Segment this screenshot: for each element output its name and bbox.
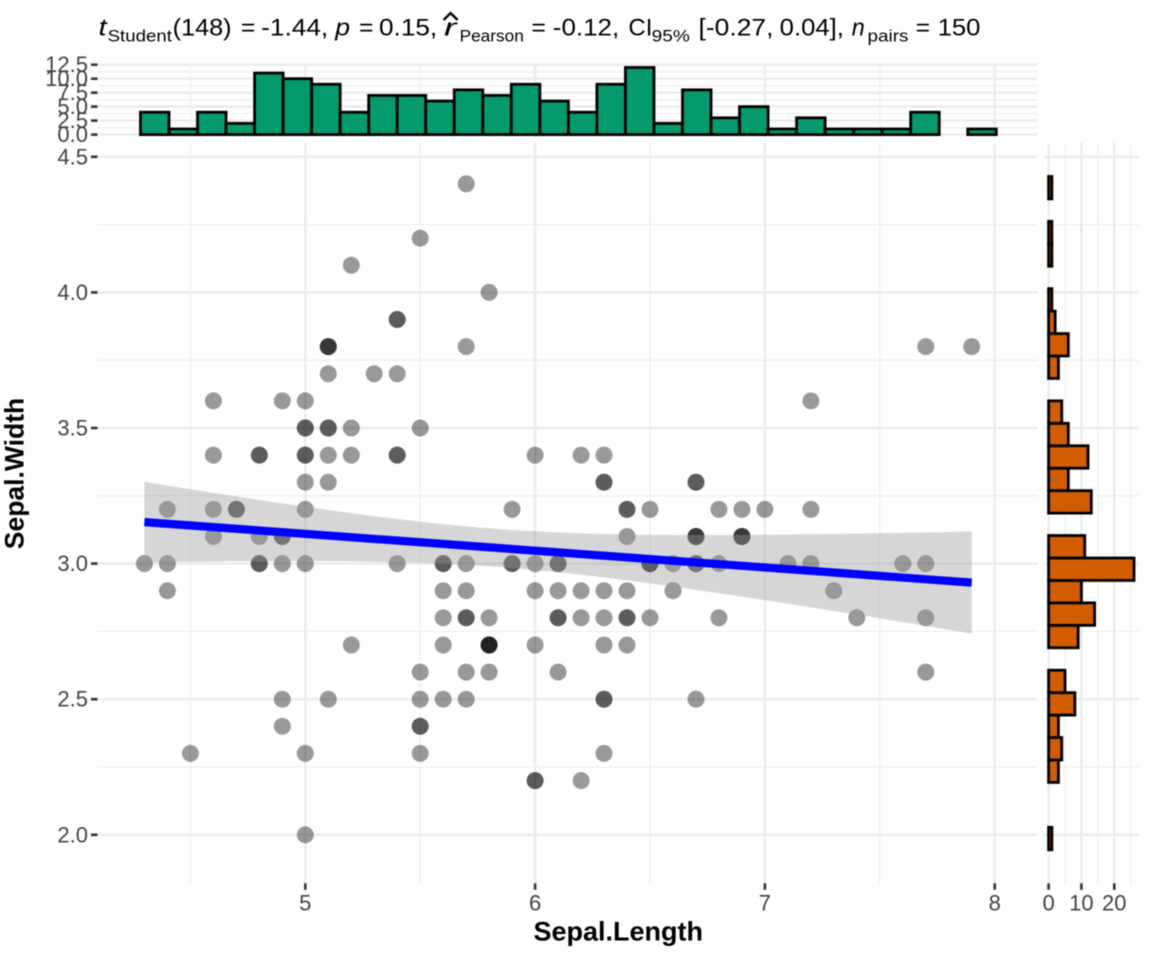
svg-text:Student: Student — [108, 26, 173, 45]
svg-text:5: 5 — [299, 891, 311, 916]
svg-text:[-0.27,: [-0.27, — [699, 15, 774, 42]
svg-text:p: p — [334, 15, 350, 42]
svg-text:r: r — [444, 15, 458, 42]
svg-text:=: = — [359, 15, 374, 42]
svg-text:3.5: 3.5 — [57, 416, 88, 441]
svg-text:3.0: 3.0 — [57, 551, 88, 576]
svg-text:t: t — [99, 15, 109, 42]
svg-text:6: 6 — [529, 891, 541, 916]
svg-text:8: 8 — [989, 891, 1001, 916]
svg-text:2.5: 2.5 — [57, 687, 88, 712]
svg-text:Pearson: Pearson — [460, 26, 524, 45]
svg-text:2.5: 2.5 — [57, 108, 88, 133]
svg-text:4.5: 4.5 — [57, 144, 88, 169]
svg-text:10: 10 — [1069, 891, 1093, 916]
svg-text:5.0: 5.0 — [57, 94, 88, 119]
svg-text:0.04],: 0.04], — [780, 15, 844, 42]
svg-text:7: 7 — [759, 891, 771, 916]
svg-text:0.0: 0.0 — [57, 122, 88, 147]
svg-text:0: 0 — [1042, 891, 1054, 916]
svg-text:(148): (148) — [173, 15, 232, 42]
svg-text:12.5: 12.5 — [45, 52, 88, 77]
svg-text:4.0: 4.0 — [57, 280, 88, 305]
svg-text:-1.44,: -1.44, — [261, 15, 328, 42]
svg-text:=: = — [241, 15, 256, 42]
svg-text:0.15,: 0.15, — [379, 15, 437, 42]
svg-text:=: = — [531, 15, 546, 42]
svg-text:=: = — [916, 15, 931, 42]
svg-text:20: 20 — [1102, 891, 1126, 916]
svg-text:2.0: 2.0 — [57, 822, 88, 847]
svg-text:Sepal.Length: Sepal.Length — [533, 917, 703, 947]
svg-text:n: n — [852, 15, 865, 42]
svg-text:95%: 95% — [652, 26, 690, 45]
svg-text:10.0: 10.0 — [45, 66, 88, 91]
svg-text:150: 150 — [938, 15, 981, 42]
svg-text:7.5: 7.5 — [57, 80, 88, 105]
svg-text:-0.12,: -0.12, — [553, 15, 619, 42]
svg-text:Sepal.Width: Sepal.Width — [0, 398, 30, 549]
svg-text:CI: CI — [628, 15, 652, 42]
svg-text:pairs: pairs — [868, 26, 909, 45]
